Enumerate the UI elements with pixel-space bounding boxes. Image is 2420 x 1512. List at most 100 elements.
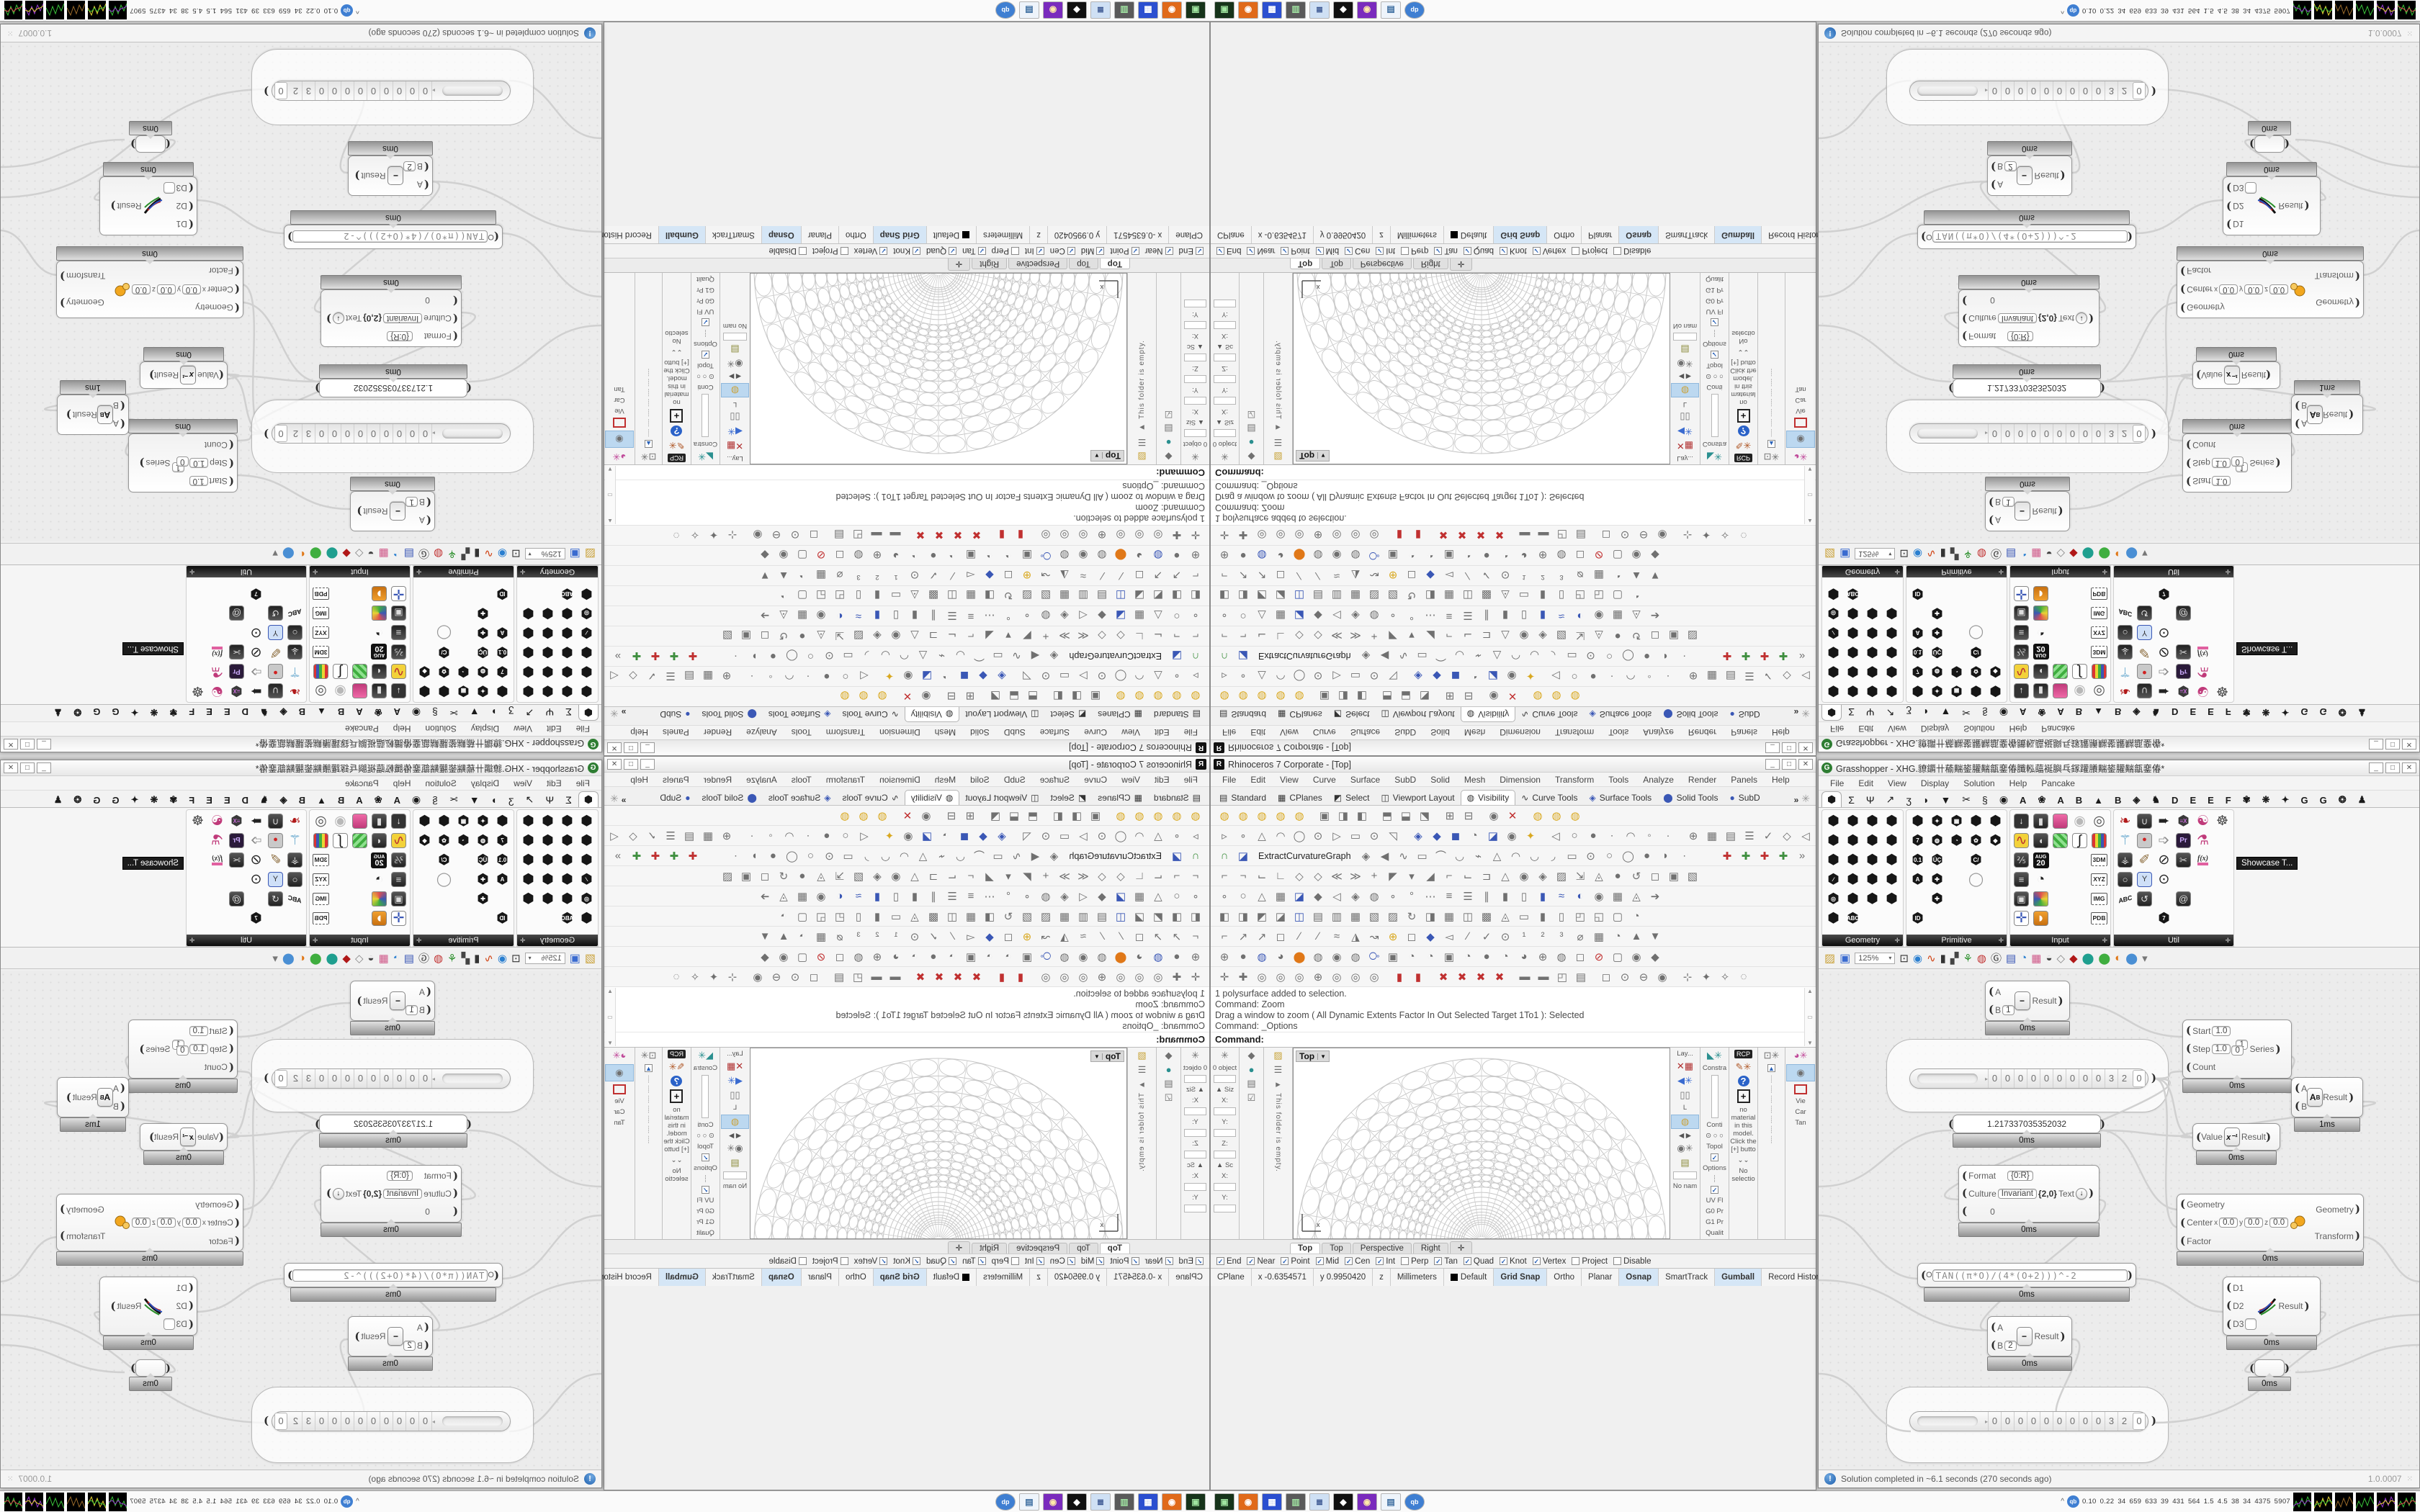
format-value[interactable]: {0:R}: [387, 1171, 413, 1182]
toolbar-icon[interactable]: ⊕: [1191, 950, 1201, 963]
toolbar-icon[interactable]: ✖: [1438, 528, 1448, 541]
toolbar-icon[interactable]: ✚: [1760, 649, 1770, 662]
slider-digit[interactable]: 0: [341, 1412, 354, 1431]
toolbar-icon[interactable]: ◎: [1134, 528, 1144, 541]
x-field[interactable]: [1183, 1107, 1207, 1115]
menu-mesh[interactable]: Mesh: [1464, 727, 1486, 738]
gh-tab-plugin[interactable]: ◈: [279, 707, 287, 718]
component-icon[interactable]: ✐: [2138, 852, 2151, 868]
status-toggle-gumball[interactable]: Gumball: [658, 1269, 705, 1286]
toolbar-icon[interactable]: △: [910, 629, 919, 642]
toolbar-icon[interactable]: ◩: [1152, 589, 1164, 602]
toolbar-icon[interactable]: ✦: [709, 971, 719, 984]
component-icon[interactable]: [2070, 584, 2089, 603]
menu-edit[interactable]: Edit: [1250, 774, 1266, 785]
expression-panel[interactable]: (O TAN((π*O)/(4*(O+2)))^-2 ) 0ms: [284, 1263, 503, 1302]
scale-component[interactable]: (Geometry (Center x 0.0 y 0.0 z 0.0 (Factor Ge…: [2177, 246, 2364, 318]
osnap-checkbox[interactable]: ✓: [1500, 247, 1508, 255]
osnap-perp[interactable]: Perp: [1401, 247, 1428, 256]
toolbar-icon[interactable]: ▢: [797, 549, 808, 562]
toolbar-icon[interactable]: ◆: [1314, 609, 1322, 622]
component-icon[interactable]: ABC: [2117, 894, 2133, 904]
component-icon[interactable]: [246, 603, 266, 623]
component-icon[interactable]: [415, 603, 434, 623]
slider-digit[interactable]: 0: [2133, 425, 2146, 442]
panel-expand-icon[interactable]: ✛: [2102, 936, 2107, 944]
component-icon[interactable]: [2213, 831, 2232, 850]
toolbar-icon[interactable]: ➔: [1650, 609, 1660, 622]
toolbar-icon[interactable]: ◎: [1350, 528, 1361, 541]
menu-pancake[interactable]: Pancake: [2041, 724, 2075, 734]
viewport-tab-perspective[interactable]: Perspective: [1352, 258, 1412, 269]
expand-arrow-icon[interactable]: ▸: [1139, 423, 1144, 433]
tray-qb-icon[interactable]: qb: [2066, 4, 2079, 17]
osnap-disable[interactable]: Disable: [769, 247, 807, 256]
checkbox-icon[interactable]: ☑: [1164, 1092, 1173, 1103]
toolbar-icon[interactable]: ◉: [753, 971, 763, 984]
toolbar-icon[interactable]: ◉: [1594, 890, 1604, 903]
osnap-checkbox[interactable]: ✓: [879, 247, 888, 255]
toolbar-icon[interactable]: ▭: [1417, 649, 1428, 662]
toolbar-icon[interactable]: ⬒: [1027, 690, 1039, 703]
d3-value[interactable]: [2245, 1318, 2257, 1330]
brush-icon[interactable]: ◣✳: [1707, 1050, 1722, 1061]
component-icon[interactable]: [188, 623, 207, 642]
menu-view[interactable]: View: [514, 778, 532, 788]
toolbar-icon[interactable]: ◇: [1783, 670, 1791, 683]
vase-icon[interactable]: ▮: [474, 952, 480, 965]
maximize-button[interactable]: □: [20, 739, 35, 750]
menu-file[interactable]: File: [1183, 727, 1198, 738]
toolbar-icon[interactable]: ◰: [852, 971, 864, 984]
gh-tab-glyph[interactable]: ↗: [1886, 707, 1895, 719]
component-icon[interactable]: ⬢ C/: [438, 644, 450, 660]
component-icon[interactable]: ⚗: [2196, 664, 2210, 679]
x-field[interactable]: [1183, 1183, 1207, 1191]
component-icon[interactable]: [350, 909, 369, 928]
viewport-dropdown-icon[interactable]: ▼: [1093, 452, 1103, 459]
selected-layer-row[interactable]: ◍: [1671, 1115, 1699, 1129]
toolbar-icon[interactable]: ✓: [647, 670, 657, 683]
toolbar-tab-surface-tools[interactable]: ◈ Surface Tools: [1589, 793, 1652, 803]
toolbar-icon[interactable]: ✓: [1763, 829, 1773, 842]
menu-pancake[interactable]: Pancake: [345, 778, 379, 788]
component-icon[interactable]: ⬢: [1886, 833, 1898, 848]
slider-digit[interactable]: 3: [302, 81, 315, 100]
toolbar-icon[interactable]: ∟: [1134, 870, 1145, 882]
gh-tab-plugin[interactable]: ▲: [2094, 706, 2103, 717]
toolbar-icon[interactable]: ∥: [1484, 609, 1489, 622]
component-icon[interactable]: ✛: [389, 909, 408, 928]
component-icon[interactable]: 3DM: [2089, 642, 2109, 662]
toolbar-icon[interactable]: ◈: [1414, 670, 1422, 683]
component-icon[interactable]: AUG 20: [369, 850, 389, 870]
viewport-tab-right[interactable]: Right: [1412, 1243, 1448, 1254]
osnap-checkbox[interactable]: ✓: [1315, 247, 1324, 255]
toolbar-icon[interactable]: ⌐: [1221, 870, 1228, 882]
toolbar-icon[interactable]: ³: [856, 570, 861, 582]
toolbar-tab-visibility[interactable]: ◍ Visibility: [1460, 790, 1516, 805]
toolbar-icon[interactable]: ●: [1173, 549, 1180, 562]
y-field[interactable]: [1183, 1205, 1207, 1212]
osnap-checkbox[interactable]: ✓: [949, 1257, 957, 1265]
status-segment[interactable]: y 0.9950420: [1047, 1269, 1107, 1286]
component-icon[interactable]: [2174, 909, 2193, 928]
education-icon[interactable]: ◆: [1165, 1050, 1173, 1061]
input-center[interactable]: Center: [2187, 284, 2213, 294]
input-a[interactable]: A: [112, 1083, 119, 1094]
toolbar-icon[interactable]: ⌒: [1435, 649, 1447, 662]
osnap-perp[interactable]: Perp: [992, 1257, 1019, 1266]
toolbar-icon[interactable]: ◔: [1633, 910, 1640, 922]
component-icon[interactable]: @: [2174, 603, 2193, 623]
toolbar-icon[interactable]: ▦: [1350, 910, 1361, 923]
component-icon[interactable]: ⬢: [1989, 683, 2002, 698]
tab-overflow-chevron[interactable]: »: [1793, 707, 1799, 717]
component-icon[interactable]: ⬢ ✦: [477, 814, 489, 829]
component-icon[interactable]: ABC: [2117, 608, 2133, 618]
toolbar-icon[interactable]: ⊙: [1620, 528, 1630, 541]
component-icon[interactable]: ⊙: [2158, 872, 2170, 887]
menu-dimension[interactable]: Dimension: [879, 727, 920, 738]
toolbar-icon[interactable]: ¬: [1173, 630, 1180, 642]
gha-icon[interactable]: Ⓖ: [1991, 547, 2002, 559]
component-icon[interactable]: ⬢: [561, 814, 573, 829]
toolbar-icon[interactable]: ◰: [1556, 971, 1568, 984]
tray-expand-chevron[interactable]: ^: [356, 1498, 359, 1506]
